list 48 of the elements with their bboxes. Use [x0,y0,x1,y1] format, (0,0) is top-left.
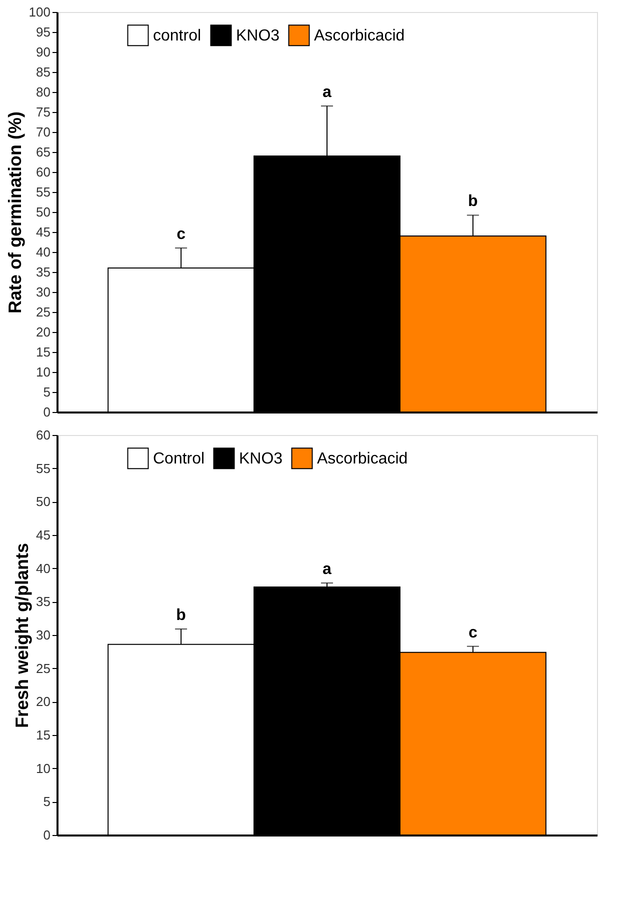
annotation: a [322,561,332,578]
y-tick-label: 30 [36,628,50,642]
y-tick-label: 35 [36,264,50,280]
y-tick-label: 55 [36,184,50,200]
y-tick-label: 60 [36,164,50,180]
y-tick-label: 75 [36,104,50,120]
y-tick-label: 25 [36,304,50,320]
legend-label: control [153,27,202,44]
y-tick-label: 5 [43,794,50,810]
y-tick-label: 0 [43,828,50,842]
y-tick-label: 60 [36,428,50,442]
y-tick-label: 95 [36,24,50,40]
y-tick-label: 100 [28,4,50,20]
y-tick-label: 85 [36,64,50,80]
legend-label: KNO3 [239,450,283,468]
y-tick-label: 30 [36,284,50,300]
y-tick-label: 20 [36,694,50,710]
y-tick-label: 50 [36,204,50,220]
y-tick-label: 20 [36,324,50,340]
legend-label: Control [153,450,205,468]
annotation: a [322,84,332,101]
y-tick-label: 80 [36,84,50,100]
y-tick-label: 40 [36,560,50,576]
y-tick-label: 70 [36,124,50,140]
y-tick-label: 35 [36,594,50,610]
y-tick-label: 90 [36,44,50,60]
annotation: b [468,193,478,210]
annotation: c [468,624,478,642]
y-tick-label: 55 [36,460,50,476]
y-tick-label: 45 [36,528,50,542]
y-tick-label: 15 [36,728,50,742]
annotation: b [176,607,186,624]
y-tick-label: 25 [36,660,50,676]
legend-label: Ascorbicacid [314,27,405,44]
y-tick-label: 0 [43,404,50,420]
y-axis-title: Rate of germination (%) [4,111,25,314]
y-tick-label: 65 [36,144,50,160]
y-tick-label: 50 [36,494,50,510]
legend-label: KNO3 [236,27,280,44]
legend-label: Ascorbicacid [317,450,408,468]
y-tick-label: 10 [36,364,50,380]
y-tick-label: 40 [36,244,50,260]
y-tick-label: 5 [43,384,50,400]
annotation: c [176,226,186,243]
y-tick-label: 10 [36,760,50,776]
y-tick-label: 45 [36,224,50,240]
y-tick-label: 15 [36,344,50,360]
y-axis-title: Fresh weight g/plants [12,542,32,728]
